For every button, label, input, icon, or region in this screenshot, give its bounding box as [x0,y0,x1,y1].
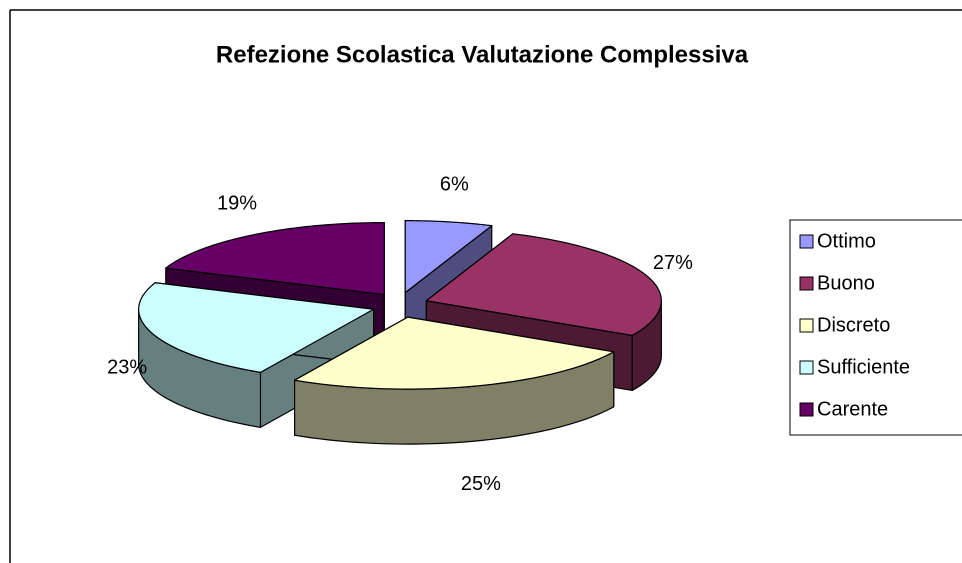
slice [138,282,375,428]
legend-swatch [799,402,814,417]
slice-top [425,233,662,337]
legend-box [789,219,962,436]
chart-title: Refezione Scolastica Valutazione Comples… [216,41,749,68]
legend-swatch [799,234,814,249]
legend-label: Ottimo [817,230,876,252]
data-label: 6% [440,173,469,195]
slice-top [404,220,493,294]
slice [294,316,615,445]
legend-swatch [799,360,814,375]
legend-label: Discreto [817,314,890,336]
legend-label: Carente [817,398,888,420]
legend-label: Buono [817,272,875,294]
data-label: 23% [107,357,147,379]
slice-top [138,282,375,373]
legend-swatch [799,276,814,291]
legend-label: Sufficiente [817,356,910,378]
slice-top [294,316,615,390]
legend-swatch [799,318,814,333]
data-label: 19% [217,192,257,214]
data-label: 27% [653,252,693,274]
data-label: 25% [461,473,501,495]
slice-top [165,221,385,296]
